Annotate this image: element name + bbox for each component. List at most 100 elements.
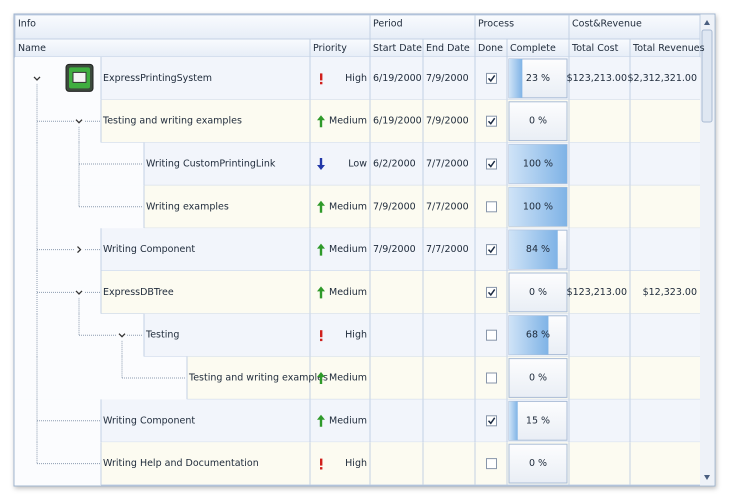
expander-bg <box>74 287 84 298</box>
tree-row[interactable]: Writing Component Medium 15 % <box>15 399 700 443</box>
checkbox[interactable] <box>486 458 497 470</box>
progress-label: 0 % <box>529 373 547 384</box>
row-cells <box>144 313 700 357</box>
node-name: Testing and writing examples <box>188 373 328 384</box>
scroll-thumb[interactable] <box>701 29 713 123</box>
row-cells <box>144 185 700 229</box>
scroll-up[interactable] <box>704 20 710 25</box>
progress-bar <box>509 59 523 98</box>
progress-track <box>508 272 568 313</box>
column-header[interactable] <box>14 38 311 58</box>
checkbox[interactable] <box>486 158 497 170</box>
expander[interactable] <box>77 246 82 254</box>
priority-icon <box>320 467 323 470</box>
progress-label: 0 % <box>529 116 547 127</box>
column-label: Name <box>18 43 46 54</box>
tree-row[interactable]: Writing CustomPrintingLink Low 6/2/2000 7/7… <box>15 142 700 186</box>
column-label: Complete <box>510 43 556 54</box>
start-date: 7/9/2000 <box>373 244 416 255</box>
priority: Medium <box>329 244 367 255</box>
tree-row[interactable]: Writing Help and Documentation High 0 % <box>15 442 700 486</box>
expander-bg <box>74 244 84 255</box>
total-cost: $123,213.00 <box>567 73 627 84</box>
priority: Medium <box>329 116 367 127</box>
expander[interactable] <box>75 290 83 295</box>
priority: Medium <box>329 201 367 212</box>
end-date: 7/7/2000 <box>426 201 469 212</box>
node-name: Writing Component <box>103 415 195 426</box>
checkbox[interactable] <box>486 372 497 384</box>
scroll-down[interactable] <box>704 475 710 480</box>
row-cells <box>101 57 700 100</box>
checkbox[interactable] <box>486 201 497 213</box>
priority: Medium <box>329 373 367 384</box>
priority-icon <box>317 372 325 384</box>
priority-icon <box>317 243 325 256</box>
tree-row[interactable]: Writing examples Medium 7/9/2000 7/7/2000 10… <box>15 185 700 229</box>
checkbox[interactable] <box>486 329 497 341</box>
expander[interactable] <box>75 119 83 124</box>
priority: High <box>345 458 367 469</box>
progress-track <box>508 443 568 484</box>
node-name: Writing examples <box>146 201 229 212</box>
tree-row[interactable]: ExpressDBTree Medium 0 % $123,213.00 $12,323… <box>15 271 700 315</box>
checkbox[interactable] <box>486 286 497 298</box>
column-label: Total Revenues <box>632 43 705 54</box>
checkmark <box>487 246 496 254</box>
scrollbar[interactable] <box>700 15 714 485</box>
band-header <box>568 14 701 40</box>
progress-label: 100 % <box>523 159 553 170</box>
checkmark <box>487 74 496 83</box>
progress-bar <box>509 187 567 227</box>
band-label: Cost&Revenue <box>572 19 642 30</box>
start-date: 6/2/2000 <box>373 159 416 170</box>
checkbox[interactable] <box>486 72 497 84</box>
checkbox[interactable] <box>486 115 497 127</box>
progress-label: 100 % <box>523 201 553 212</box>
tree-row[interactable]: ExpressPrintingSystem High 6/19/2000 7/9/20… <box>15 57 700 101</box>
priority-icon <box>317 286 325 299</box>
expander[interactable] <box>33 76 41 81</box>
priority-icon <box>317 115 325 128</box>
band-label: Period <box>373 19 403 30</box>
progress-label: 15 % <box>526 415 550 426</box>
total-cost: $123,213.00 <box>567 287 627 298</box>
expander-bg <box>32 73 42 84</box>
column-label: End Date <box>426 43 470 54</box>
priority-icon <box>317 200 325 213</box>
end-date: 7/7/2000 <box>426 244 469 255</box>
row-cells <box>101 271 700 314</box>
tree-row[interactable]: Testing High 68 % <box>15 313 700 358</box>
row-cells <box>101 399 700 443</box>
priority-icon <box>320 458 323 466</box>
band-header <box>14 14 371 40</box>
progress-label: 84 % <box>526 244 550 255</box>
priority-icon <box>320 330 323 338</box>
priority-icon <box>317 414 325 427</box>
checkmark <box>487 417 496 425</box>
node-icon-printer <box>72 71 87 83</box>
checkmark <box>487 160 496 168</box>
progress-track <box>508 101 568 142</box>
end-date: 7/9/2000 <box>426 73 469 84</box>
priority: High <box>345 330 367 341</box>
node-name: Testing <box>145 330 179 341</box>
column-label: Done <box>478 43 503 54</box>
checkbox[interactable] <box>486 415 497 427</box>
tree-row[interactable]: Writing Component Medium 7/9/2000 7/7/2000 8… <box>15 228 700 272</box>
expander-bg <box>117 330 127 341</box>
progress-label: 23 % <box>526 73 550 84</box>
progress-bar <box>509 230 558 269</box>
band-header <box>474 14 570 40</box>
expander-bg <box>74 116 84 127</box>
node-name: Writing Component <box>103 244 195 255</box>
tree-row[interactable]: Testing and writing examples Medium 6/19/2… <box>15 99 700 144</box>
node-name: Writing CustomPrintingLink <box>146 159 276 170</box>
node-name: ExpressPrintingSystem <box>103 73 212 84</box>
expander[interactable] <box>118 333 126 338</box>
tree-row[interactable]: Testing and writing examples Medium 0 % <box>15 356 700 400</box>
column-label: Total Cost <box>571 43 619 54</box>
checkbox[interactable] <box>486 244 497 256</box>
node-name: Writing Help and Documentation <box>103 458 259 469</box>
